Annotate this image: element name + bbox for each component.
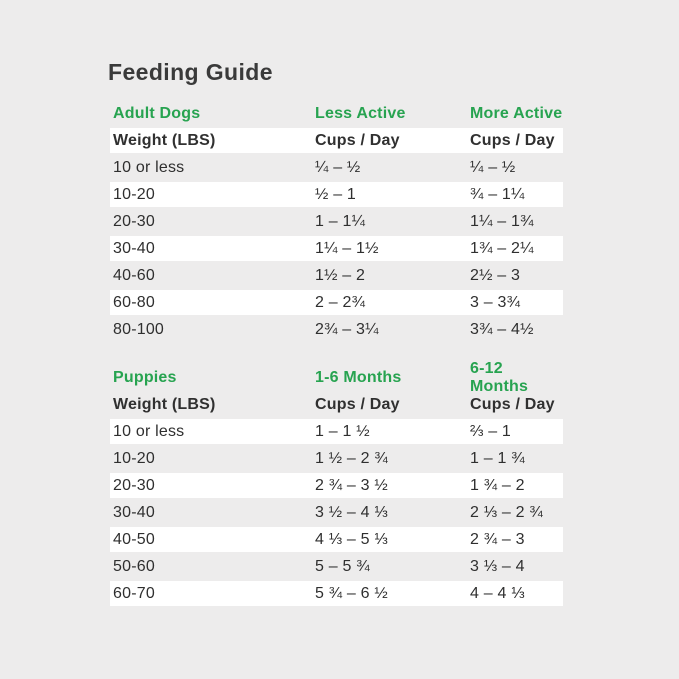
cups-cell: 1 – 1 ½ [315, 422, 370, 440]
puppies-table-rows: Weight (LBS) Cups / Day Cups / Day 10 or… [110, 392, 563, 606]
puppies-section-header-row: Puppies 1-6 Months 6-12 Months [110, 360, 563, 395]
cups-per-day-header: Cups / Day [315, 131, 400, 149]
adult-dogs-section: Adult Dogs Less Active More Active Weigh… [110, 101, 563, 344]
months-6-12-column-label: 6-12 Months [470, 359, 529, 395]
cups-cell: 2¾ – 3¼ [315, 320, 379, 338]
weight-cell: 10-20 [113, 449, 155, 467]
cups-cell: ¼ – ½ [315, 158, 361, 176]
cups-cell: 1 ½ – 2 ¾ [315, 449, 388, 467]
cups-per-day-header: Cups / Day [315, 395, 400, 413]
less-active-column-label: Less Active [315, 104, 406, 122]
table-row: 10-20 ½ – 1 ¾ – 1¼ [110, 182, 563, 207]
cups-cell: 5 – 5 ¾ [315, 557, 370, 575]
weight-header: Weight (LBS) [113, 131, 216, 149]
puppies-section: Puppies 1-6 Months 6-12 Months Weight (L… [110, 360, 563, 608]
cups-per-day-header: Cups / Day [470, 395, 555, 413]
puppies-section-label: Puppies [113, 368, 177, 386]
table-row: 60-70 5 ¾ – 6 ½ 4 – 4 ⅓ [110, 581, 563, 606]
cups-cell: 1 ¾ – 2 [470, 476, 525, 494]
cups-cell: 4 ⅓ – 5 ⅓ [315, 530, 388, 548]
table-row: 10 or less ¼ – ½ ¼ – ½ [110, 155, 563, 180]
adult-section-header-row: Adult Dogs Less Active More Active [110, 101, 563, 126]
table-row: 50-60 5 – 5 ¾ 3 ⅓ – 4 [110, 554, 563, 579]
cups-cell: 2 ⅓ – 2 ¾ [470, 503, 543, 521]
table-header-row: Weight (LBS) Cups / Day Cups / Day [110, 128, 563, 153]
table-row: 60-80 2 – 2¾ 3 – 3¾ [110, 290, 563, 315]
weight-cell: 30-40 [113, 503, 155, 521]
table-row: 30-40 1¼ – 1½ 1¾ – 2¼ [110, 236, 563, 261]
cups-cell: 3¾ – 4½ [470, 320, 534, 338]
weight-cell: 20-30 [113, 212, 155, 230]
months-1-6-column-label: 1-6 Months [315, 368, 402, 386]
weight-cell: 40-50 [113, 530, 155, 548]
cups-cell: ½ – 1 [315, 185, 357, 203]
cups-cell: 2½ – 3 [470, 266, 521, 284]
weight-cell: 30-40 [113, 239, 155, 257]
table-row: 40-60 1½ – 2 2½ – 3 [110, 263, 563, 288]
adult-section-label: Adult Dogs [113, 104, 201, 122]
table-row: 20-30 2 ¾ – 3 ½ 1 ¾ – 2 [110, 473, 563, 498]
cups-cell: ¼ – ½ [470, 158, 516, 176]
table-row: 20-30 1 – 1¼ 1¼ – 1¾ [110, 209, 563, 234]
cups-per-day-header: Cups / Day [470, 131, 555, 149]
cups-cell: 3 ⅓ – 4 [470, 557, 525, 575]
cups-cell: 2 ¾ – 3 [470, 530, 525, 548]
table-header-row: Weight (LBS) Cups / Day Cups / Day [110, 392, 563, 417]
weight-cell: 50-60 [113, 557, 155, 575]
weight-cell: 20-30 [113, 476, 155, 494]
weight-cell: 60-70 [113, 584, 155, 602]
weight-cell: 10 or less [113, 422, 185, 440]
cups-cell: 1¾ – 2¼ [470, 239, 534, 257]
table-row: 10 or less 1 – 1 ½ ⅔ – 1 [110, 419, 563, 444]
cups-cell: 1 – 1¼ [315, 212, 366, 230]
cups-cell: 5 ¾ – 6 ½ [315, 584, 388, 602]
cups-cell: 1¼ – 1¾ [470, 212, 534, 230]
cups-cell: 1½ – 2 [315, 266, 366, 284]
cups-cell: 4 – 4 ⅓ [470, 584, 525, 602]
cups-cell: 2 – 2¾ [315, 293, 366, 311]
cups-cell: 1¼ – 1½ [315, 239, 379, 257]
cups-cell: 1 – 1 ¾ [470, 449, 525, 467]
cups-cell: ⅔ – 1 [470, 422, 512, 440]
more-active-column-label: More Active [470, 104, 563, 122]
adult-table-rows: Weight (LBS) Cups / Day Cups / Day 10 or… [110, 128, 563, 342]
weight-header: Weight (LBS) [113, 395, 216, 413]
table-row: 40-50 4 ⅓ – 5 ⅓ 2 ¾ – 3 [110, 527, 563, 552]
table-row: 10-20 1 ½ – 2 ¾ 1 – 1 ¾ [110, 446, 563, 471]
table-row: 80-100 2¾ – 3¼ 3¾ – 4½ [110, 317, 563, 342]
weight-cell: 80-100 [113, 320, 165, 338]
page-title: Feeding Guide [108, 59, 273, 85]
weight-cell: 10-20 [113, 185, 155, 203]
weight-cell: 40-60 [113, 266, 155, 284]
cups-cell: 3 ½ – 4 ⅓ [315, 503, 388, 521]
table-row: 30-40 3 ½ – 4 ⅓ 2 ⅓ – 2 ¾ [110, 500, 563, 525]
cups-cell: 3 – 3¾ [470, 293, 521, 311]
cups-cell: ¾ – 1¼ [470, 185, 525, 203]
weight-cell: 10 or less [113, 158, 185, 176]
weight-cell: 60-80 [113, 293, 155, 311]
cups-cell: 2 ¾ – 3 ½ [315, 476, 388, 494]
